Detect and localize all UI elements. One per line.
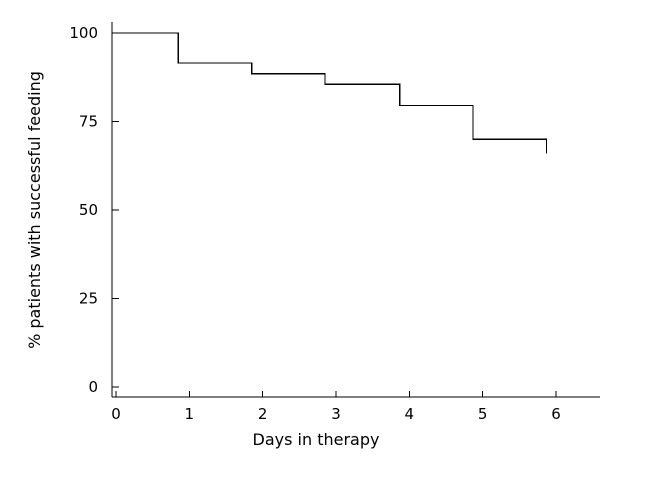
y-axis: 0 25 50 75 100 — [69, 22, 119, 397]
y-tick-label: 25 — [79, 290, 98, 308]
series-group — [116, 32, 548, 154]
x-tick-label: 4 — [405, 405, 415, 423]
x-tick-label: 3 — [331, 405, 341, 423]
x-tick-label: 5 — [478, 405, 488, 423]
y-tick-label: 0 — [88, 378, 98, 396]
y-tick-label: 100 — [69, 24, 98, 42]
y-tick-label: 50 — [79, 201, 98, 219]
x-axis: 0 1 2 3 4 5 6 — [111, 391, 600, 423]
x-tick-label: 6 — [551, 405, 561, 423]
x-axis-label: Days in therapy — [253, 430, 380, 449]
x-tick-label: 0 — [111, 405, 121, 423]
y-tick-label: 75 — [79, 113, 98, 131]
x-tick-label: 1 — [185, 405, 195, 423]
x-tick-label: 2 — [258, 405, 268, 423]
survival-step-line — [116, 32, 548, 154]
y-axis-label: % patients with successful feeding — [25, 71, 44, 349]
